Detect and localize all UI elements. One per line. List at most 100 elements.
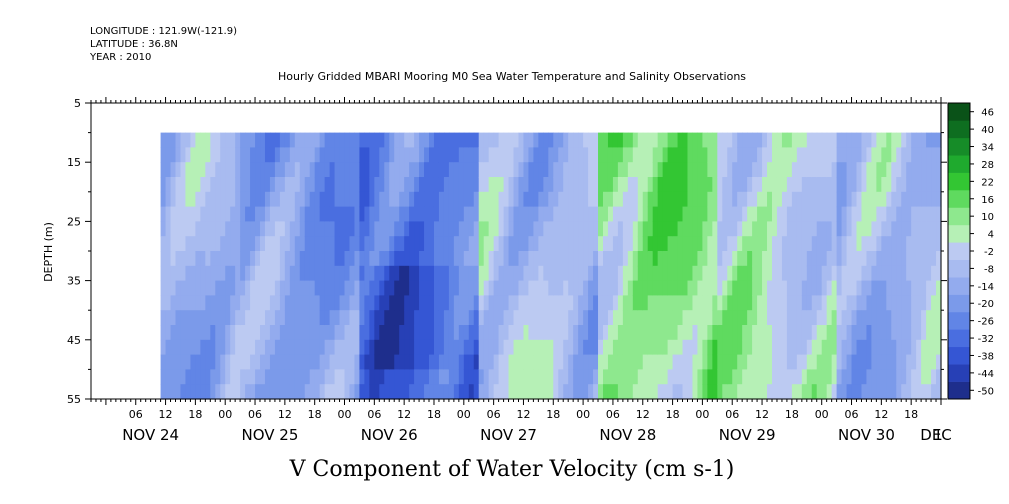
heatmap-cell <box>289 354 296 370</box>
heatmap-cell <box>781 236 788 252</box>
heatmap-cell <box>593 236 599 252</box>
heatmap-cell <box>468 354 475 370</box>
heatmap-cell <box>906 221 912 237</box>
heatmap-cell <box>672 206 679 222</box>
heatmap-cell <box>682 191 689 208</box>
heatmap-cell <box>185 147 192 163</box>
heatmap-cell <box>622 295 629 311</box>
heatmap-cell <box>697 354 703 370</box>
heatmap-cell <box>757 295 763 311</box>
heatmap-cell <box>851 191 858 208</box>
heatmap-cell <box>657 354 664 370</box>
heatmap-cell <box>831 325 838 341</box>
heatmap-cell <box>657 339 664 356</box>
heatmap-cell <box>806 236 813 252</box>
x-tick-label: 00 <box>338 408 352 421</box>
heatmap-cell <box>801 325 808 341</box>
heatmap-cell <box>314 177 321 193</box>
heatmap-cell <box>931 310 937 326</box>
heatmap-cell <box>861 236 868 252</box>
heatmap-cell <box>195 206 201 222</box>
heatmap-cell <box>240 339 246 356</box>
heatmap-cell <box>866 339 873 356</box>
heatmap-cell <box>329 147 336 163</box>
heatmap-cell <box>921 177 927 193</box>
heatmap-cell <box>846 221 853 237</box>
heatmap-cell <box>165 310 172 326</box>
heatmap-cell <box>891 325 897 341</box>
colorbar-swatch <box>948 190 970 208</box>
heatmap-cell <box>180 384 187 400</box>
heatmap-cell <box>578 177 584 193</box>
heatmap-cell <box>185 325 192 341</box>
heatmap-cell <box>364 147 370 163</box>
heatmap-cell <box>936 325 942 341</box>
heatmap-cell <box>593 354 599 370</box>
heatmap-cell <box>871 280 877 296</box>
heatmap-cell <box>319 162 326 178</box>
heatmap-cell <box>747 251 753 267</box>
heatmap-cell <box>309 354 316 370</box>
heatmap-cell <box>578 325 584 341</box>
heatmap-cell <box>319 339 326 356</box>
heatmap-cell <box>747 177 753 193</box>
heatmap-cell <box>414 191 420 208</box>
x-day-label: NOV 29 <box>719 426 776 444</box>
heatmap-cell <box>309 384 316 400</box>
heatmap-cell <box>612 384 619 400</box>
heatmap-cell <box>225 310 231 326</box>
heatmap-cell <box>637 206 644 222</box>
heatmap-cell <box>498 251 505 267</box>
heatmap-cell <box>767 177 773 193</box>
heatmap-cell <box>593 265 599 282</box>
heatmap-cell <box>642 236 649 252</box>
heatmap-cell <box>354 265 361 282</box>
heatmap-cell <box>816 162 823 178</box>
heatmap-cell <box>394 132 400 148</box>
heatmap-cell <box>513 147 520 163</box>
heatmap-cell <box>165 265 172 282</box>
heatmap-cell <box>399 147 405 163</box>
heatmap-cell <box>508 206 515 222</box>
heatmap-cell <box>538 339 544 356</box>
heatmap-cell <box>468 339 475 356</box>
heatmap-cell <box>508 384 515 400</box>
heatmap-cell <box>826 162 833 178</box>
heatmap-cell <box>647 177 654 193</box>
heatmap-cell <box>409 162 415 178</box>
heatmap-cell <box>762 310 768 326</box>
heatmap-cell <box>871 384 877 400</box>
heatmap-cell <box>389 325 395 341</box>
heatmap-cell <box>478 177 485 193</box>
heatmap-cell <box>269 132 276 148</box>
heatmap-cell <box>781 221 788 237</box>
heatmap-cell <box>906 147 912 163</box>
heatmap-cell <box>220 310 226 326</box>
heatmap-cell <box>697 265 703 282</box>
heatmap-cell <box>284 177 291 193</box>
heatmap-cell <box>245 369 251 385</box>
heatmap-cell <box>931 384 937 400</box>
heatmap-cell <box>170 236 177 252</box>
heatmap-cell <box>304 339 311 356</box>
heatmap-cell <box>453 265 460 282</box>
heatmap-cell <box>240 177 246 193</box>
heatmap-cell <box>652 251 659 267</box>
year-label: YEAR : 2010 <box>89 52 151 63</box>
heatmap-cell <box>329 280 336 296</box>
heatmap-cell <box>672 177 679 193</box>
heatmap-cell <box>279 177 286 193</box>
heatmap-cell <box>424 221 430 237</box>
heatmap-cell <box>722 265 728 282</box>
heatmap-cell <box>364 221 370 237</box>
heatmap-cell <box>791 295 798 311</box>
heatmap-cell <box>627 132 634 148</box>
heatmap-cell <box>533 310 539 326</box>
heatmap-cell <box>771 191 778 208</box>
heatmap-cell <box>786 251 793 267</box>
heatmap-cell <box>702 177 708 193</box>
heatmap-cell <box>463 251 470 267</box>
heatmap-cell <box>861 162 868 178</box>
heatmap-cell <box>722 325 728 341</box>
heatmap-cell <box>687 310 694 326</box>
